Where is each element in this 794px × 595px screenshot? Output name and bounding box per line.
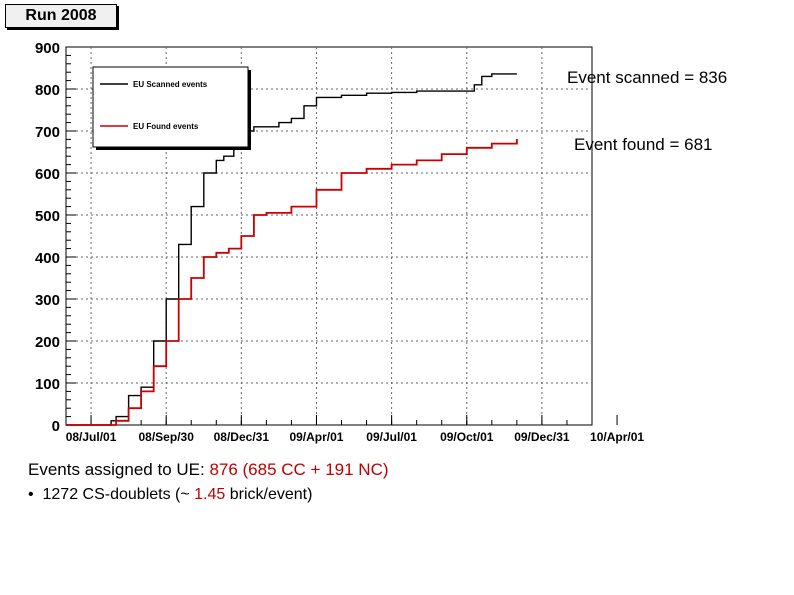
y-tick-label: 800 [35,82,60,99]
found-annotation: Event found = 681 [574,135,713,154]
x-tick-label: 09/Jul/01 [366,430,417,444]
bullet-value: 1.45 [194,486,226,503]
legend-box [92,66,249,148]
y-tick-label: 400 [35,250,60,267]
doublets-bullet-line: • 1272 CS-doublets (~ 1.45 brick/event) [28,486,312,504]
y-tick-label: 700 [35,124,60,141]
assigned-value: 876 (685 CC + 191 NC) [209,460,389,479]
y-tick-label: 600 [35,166,60,183]
x-tick-label: 08/Sep/30 [139,430,195,444]
y-tick-label: 500 [35,208,60,225]
x-tick-label: 09/Oct/01 [440,430,494,444]
assigned-prefix: Events assigned to UE: [28,460,210,479]
events-assigned-line: Events assigned to UE: 876 (685 CC + 191… [28,460,389,480]
run-title-box: Run 2008 [5,4,117,28]
y-tick-label: 100 [35,376,60,393]
x-tick-label: 09/Dec/31 [514,430,570,444]
legend: EU Scanned events EU Found events [92,66,251,150]
series-line-found [66,139,518,426]
bullet-prefix: 1272 CS-doublets (~ [42,486,195,503]
legend-label: EU Scanned events [133,80,208,89]
scanned-annotation: Event scanned = 836 [567,68,728,87]
bullet-symbol: • [28,486,34,503]
x-tick-label: 10/Apr/01 [590,430,644,444]
y-tick-label: 200 [35,334,60,351]
y-tick-label: 300 [35,292,60,309]
axis-ticks: 0 100 200 300 400 500 600 700 800 900 08/Jul/01 08/… [35,40,644,444]
x-tick-label: 09/Apr/01 [289,430,343,444]
y-tick-label: 0 [52,418,60,435]
x-tick-label: 08/Jul/01 [66,430,117,444]
y-tick-label: 900 [35,40,60,57]
legend-label: EU Found events [133,122,199,131]
x-tick-label: 08/Dec/31 [214,430,270,444]
bullet-suffix: brick/event) [225,486,313,503]
